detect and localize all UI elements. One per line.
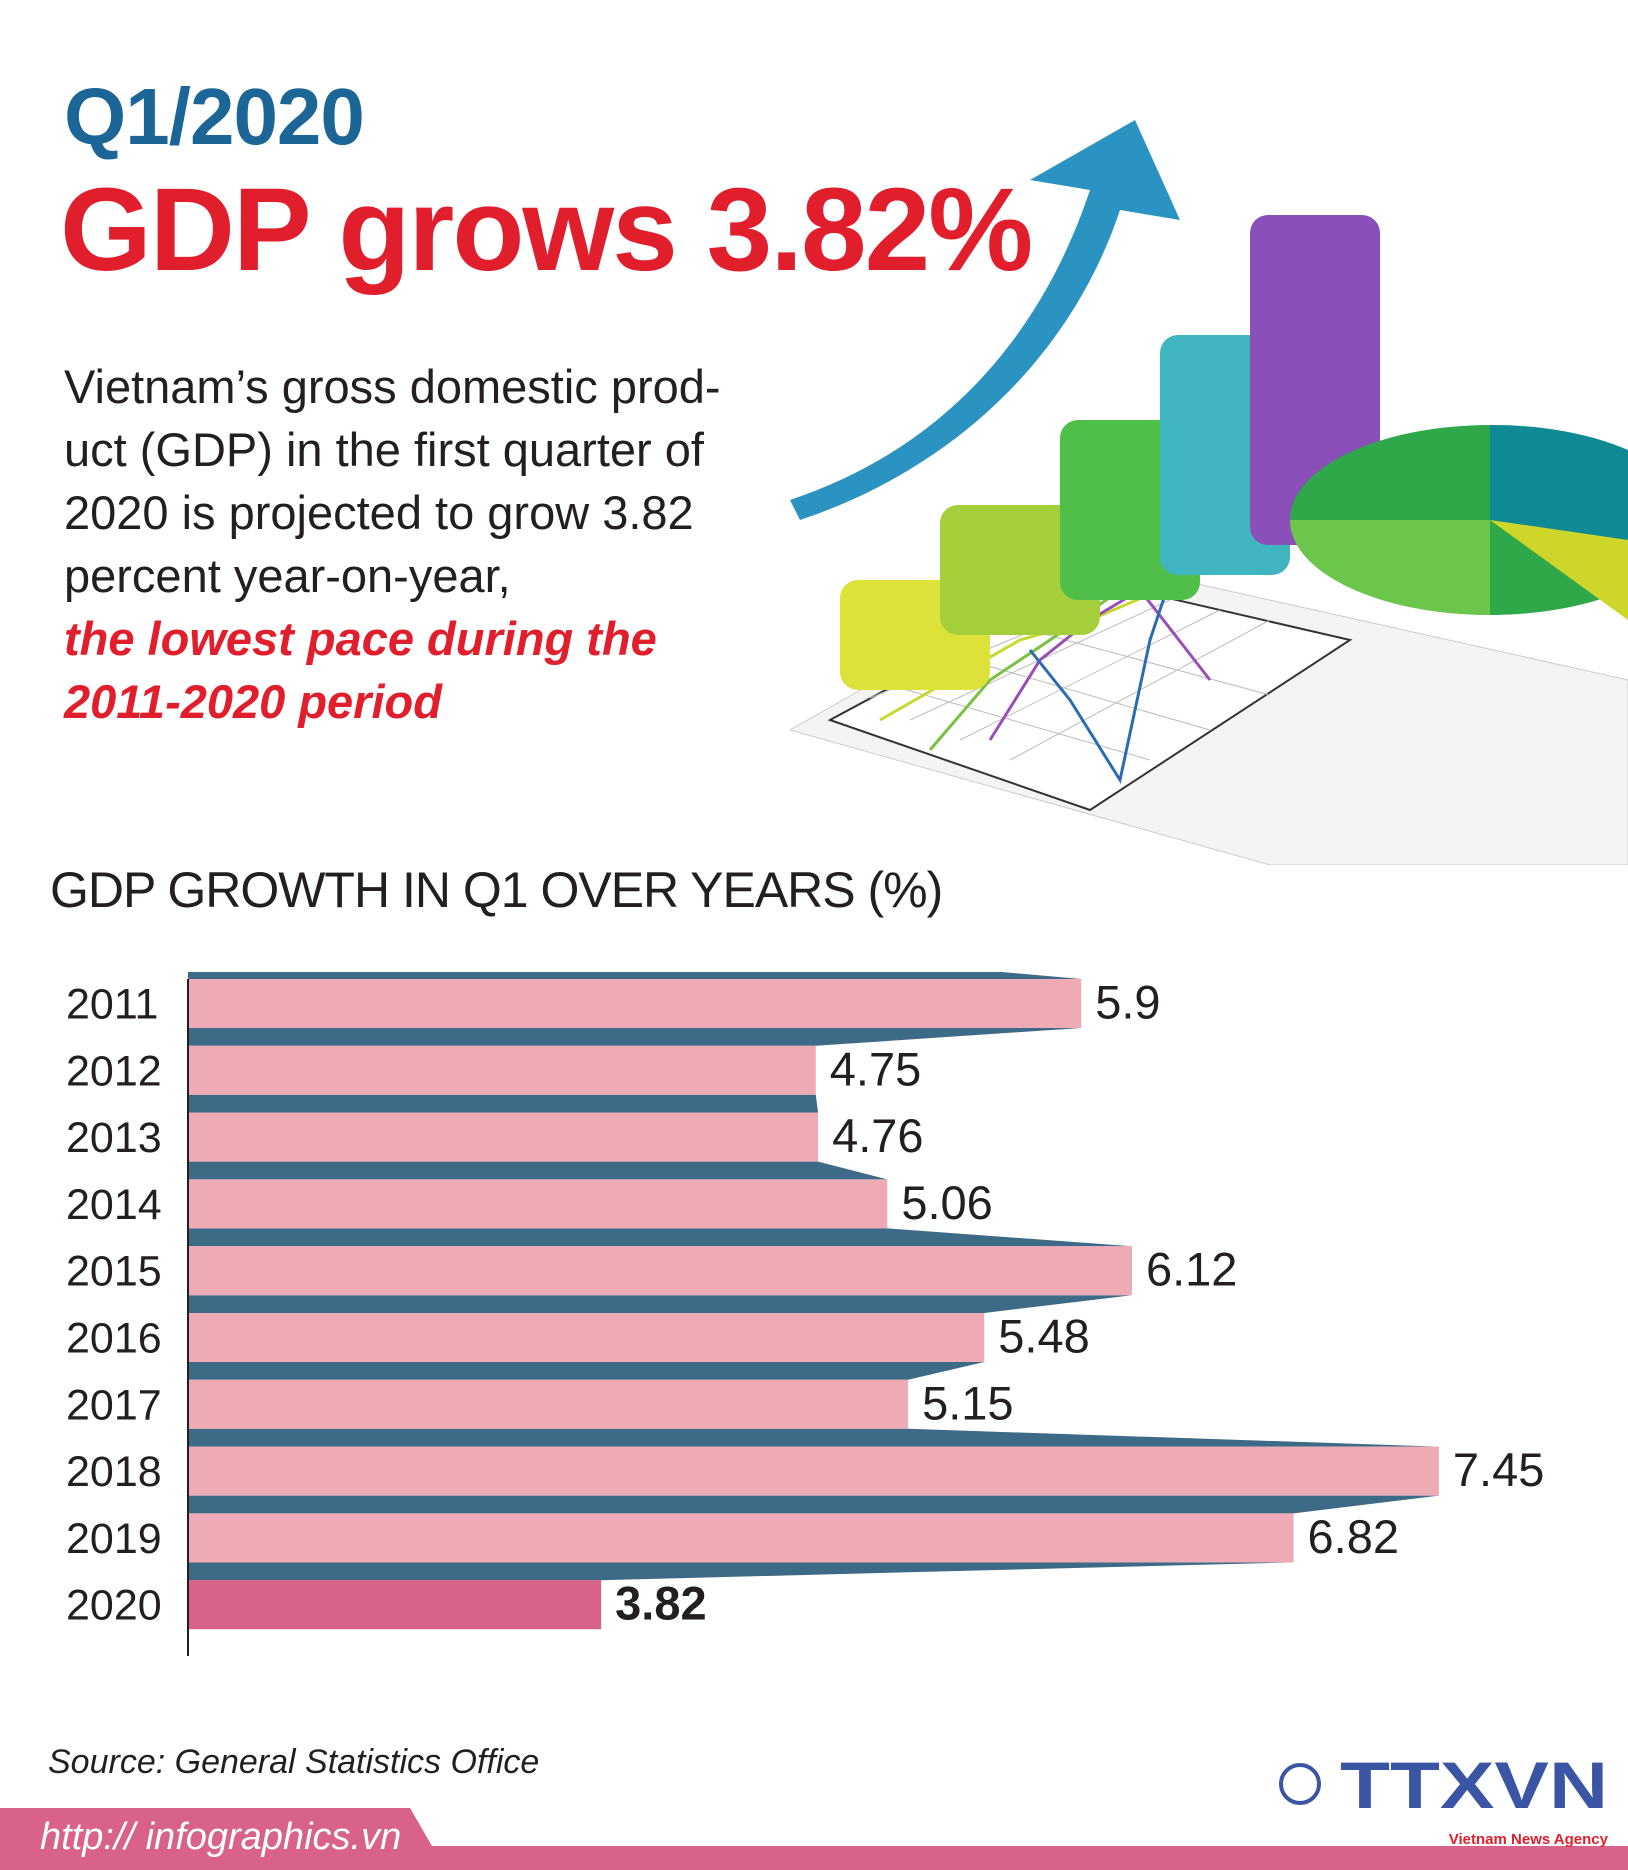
copyright-icon: [1279, 1763, 1321, 1805]
year-label: 2018: [66, 1448, 162, 1496]
year-label: 2016: [66, 1315, 162, 1363]
connector-band: [188, 1094, 819, 1113]
connector-band: [188, 1495, 1439, 1514]
year-label: 2017: [66, 1381, 162, 1429]
logo-wordmark: TTXVN: [1340, 1748, 1608, 1822]
value-label: 5.15: [922, 1376, 1013, 1429]
value-label: 3.82: [615, 1577, 706, 1630]
value-label: 6.12: [1146, 1243, 1237, 1296]
website-link[interactable]: http:// infographics.vn: [40, 1816, 402, 1858]
chart-title: GDP GROWTH IN Q1 OVER YEARS (%): [50, 862, 943, 918]
connector-band: [188, 972, 1082, 979]
value-label: 5.06: [901, 1176, 992, 1229]
gdp-bar-chart: 2011 5.9 2012 4.75 2013 4.76 2014 5.06 2015 6.12 2…: [66, 972, 1544, 1656]
3d-bar-chart-with-arrow-and-pie-icon: [790, 120, 1628, 865]
footer-tab: [0, 1808, 1628, 1870]
value-label: 6.82: [1308, 1510, 1399, 1563]
value-label: 4.75: [830, 1042, 921, 1095]
bar-2013: [188, 1112, 819, 1162]
headline: GDP grows 3.82%: [60, 164, 1033, 296]
value-label: 7.45: [1453, 1443, 1544, 1496]
connector-band: [188, 1228, 1132, 1247]
year-label: 2013: [66, 1114, 162, 1162]
footer-band: [0, 1808, 1628, 1870]
value-label: 5.48: [998, 1310, 1089, 1363]
year-label: 2014: [66, 1181, 162, 1229]
connector-band: [188, 1362, 985, 1380]
bar-2019: [188, 1513, 1294, 1563]
year-label: 2020: [66, 1582, 162, 1630]
connector-band: [188, 1295, 1132, 1313]
year-label: 2015: [66, 1248, 162, 1296]
intro-highlight: the lowest pace during the 2011-2020 per…: [64, 612, 657, 728]
bar-2012: [188, 1045, 816, 1095]
value-label: 4.76: [832, 1109, 923, 1162]
bar-2018: [188, 1446, 1439, 1496]
connector-band: [188, 1161, 888, 1180]
source-note: Source: General Statistics Office: [48, 1743, 540, 1781]
year-label: 2012: [66, 1047, 162, 1095]
bar-2016: [188, 1313, 985, 1362]
bar-2011: [188, 979, 1082, 1028]
connector-band: [188, 1562, 1294, 1581]
bar-2015: [188, 1246, 1132, 1296]
bar-2017: [188, 1379, 909, 1429]
intro-text: Vietnam’s gross domestic prod- uct (GDP)…: [64, 355, 784, 733]
bar-2014: [188, 1179, 888, 1229]
year-label: 2011: [66, 981, 158, 1029]
intro-body: Vietnam’s gross domestic prod- uct (GDP)…: [64, 360, 721, 602]
kicker-title: Q1/2020: [64, 72, 365, 161]
bar-2020: [188, 1580, 602, 1630]
connector-band: [188, 1428, 1439, 1447]
connector-band: [188, 1028, 1082, 1046]
year-label: 2019: [66, 1515, 162, 1563]
logo-subtitle: Vietnam News Agency: [1449, 1831, 1609, 1848]
ttxvn-logo: TTXVN Vietnam News Agency: [1279, 1748, 1609, 1848]
value-label: 5.9: [1095, 976, 1160, 1029]
